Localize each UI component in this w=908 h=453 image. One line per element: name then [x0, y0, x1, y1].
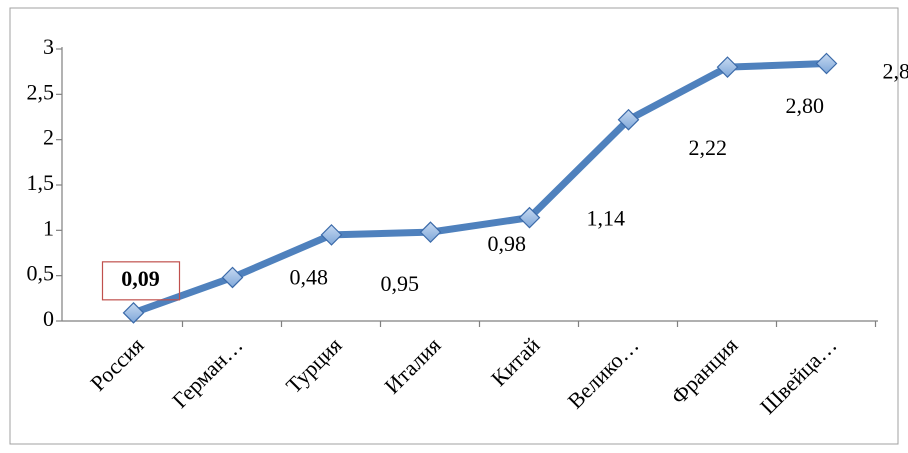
- data-label: 0,98: [488, 231, 527, 256]
- y-tick-label: 2: [43, 125, 54, 150]
- point-marker: [518, 206, 541, 229]
- y-tick-label: 1,5: [27, 170, 55, 195]
- y-tick-label: 3: [43, 34, 54, 59]
- series-line: [130, 60, 830, 317]
- y-tick-label: 2,5: [27, 79, 55, 104]
- point-marker: [716, 56, 739, 78]
- point-marker: [221, 266, 244, 289]
- data-label: 2,22: [689, 135, 728, 160]
- data-label: 0,09: [121, 266, 160, 291]
- point-marker: [419, 221, 442, 243]
- point-marker: [320, 224, 343, 246]
- point-marker: [617, 108, 640, 131]
- y-tick-label: 0,5: [27, 261, 55, 286]
- data-label: 2,84: [883, 59, 908, 84]
- data-label: 1,14: [587, 206, 626, 231]
- highlight-box: [101, 261, 181, 301]
- y-tick-label: 1: [43, 215, 54, 240]
- data-label: 2,80: [786, 93, 825, 118]
- data-label: 0,48: [290, 265, 329, 290]
- point-marker: [815, 52, 838, 75]
- y-tick-label: 0: [43, 306, 54, 331]
- point-marker: [122, 301, 145, 324]
- data-label: 0,95: [381, 271, 420, 296]
